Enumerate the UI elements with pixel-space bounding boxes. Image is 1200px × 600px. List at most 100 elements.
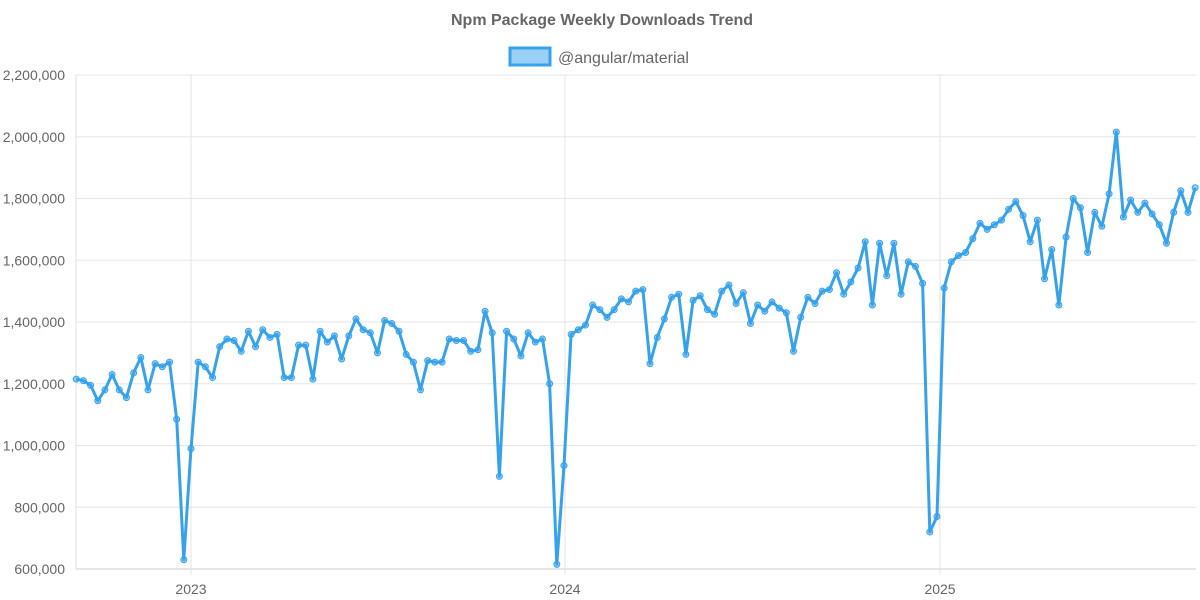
data-point[interactable] [768, 298, 776, 306]
data-point[interactable] [402, 350, 410, 358]
data-point[interactable] [1177, 187, 1185, 195]
data-point[interactable] [811, 299, 819, 307]
data-point[interactable] [223, 335, 231, 343]
data-point[interactable] [244, 327, 252, 335]
data-point[interactable] [1041, 275, 1049, 283]
data-point[interactable] [1091, 208, 1099, 216]
data-point[interactable] [646, 360, 654, 368]
data-point[interactable] [868, 301, 876, 309]
data-point[interactable] [395, 327, 403, 335]
data-point[interactable] [833, 269, 841, 277]
data-point[interactable] [933, 513, 941, 521]
data-point[interactable] [122, 394, 130, 402]
data-point[interactable] [883, 272, 891, 280]
data-point[interactable] [366, 329, 374, 337]
data-point[interactable] [990, 221, 998, 229]
data-point[interactable] [266, 333, 274, 341]
legend[interactable]: @angular/material [508, 46, 689, 67]
data-point[interactable] [87, 381, 95, 389]
data-point[interactable] [409, 358, 417, 366]
data-point[interactable] [754, 301, 762, 309]
data-point[interactable] [173, 415, 181, 423]
data-point[interactable] [151, 360, 159, 368]
data-point[interactable] [897, 290, 905, 298]
data-point[interactable] [1076, 204, 1084, 212]
data-point[interactable] [1069, 195, 1077, 202]
data-point[interactable] [567, 330, 575, 338]
data-point[interactable] [201, 363, 209, 371]
data-point[interactable] [280, 374, 288, 382]
data-point[interactable] [689, 296, 697, 304]
data-point[interactable] [108, 370, 116, 378]
data-point[interactable] [596, 306, 604, 314]
data-point[interactable] [876, 239, 884, 247]
data-point[interactable] [546, 380, 554, 388]
data-point[interactable] [452, 337, 460, 345]
data-point[interactable] [345, 332, 353, 340]
data-point[interactable] [983, 225, 991, 233]
data-point[interactable] [703, 306, 711, 314]
data-point[interactable] [890, 239, 898, 247]
data-point[interactable] [847, 278, 855, 286]
data-point[interactable] [861, 238, 869, 246]
data-point[interactable] [675, 290, 683, 298]
data-point[interactable] [338, 355, 346, 363]
data-point[interactable] [1026, 238, 1034, 246]
data-point[interactable] [1033, 216, 1041, 224]
data-point[interactable] [510, 335, 518, 343]
data-point[interactable] [165, 358, 173, 366]
data-point[interactable] [739, 289, 747, 297]
data-point[interactable] [524, 329, 532, 337]
data-point[interactable] [381, 316, 389, 324]
data-point[interactable] [230, 337, 238, 345]
data-point[interactable] [1048, 245, 1056, 253]
data-point[interactable] [940, 284, 948, 292]
data-point[interactable] [617, 295, 625, 303]
data-point[interactable] [495, 472, 503, 480]
data-point[interactable] [467, 347, 475, 355]
data-point[interactable] [503, 327, 511, 335]
data-point[interactable] [732, 299, 740, 307]
data-point[interactable] [653, 333, 661, 341]
data-point[interactable] [481, 307, 489, 315]
data-point[interactable] [130, 369, 138, 377]
data-point[interactable] [388, 320, 396, 328]
data-point[interactable] [954, 252, 962, 260]
data-point[interactable] [1170, 208, 1178, 216]
data-point[interactable] [488, 329, 496, 337]
data-point[interactable] [252, 343, 260, 351]
data-point[interactable] [782, 309, 790, 317]
data-point[interactable] [259, 326, 267, 334]
data-point[interactable] [531, 338, 539, 346]
data-point[interactable] [330, 332, 338, 340]
data-point[interactable] [115, 386, 123, 394]
data-point[interactable] [1112, 128, 1120, 136]
data-point[interactable] [538, 335, 546, 343]
data-point[interactable] [323, 338, 331, 346]
data-point[interactable] [445, 335, 453, 343]
data-point[interactable] [1019, 211, 1027, 219]
data-point[interactable] [216, 343, 224, 351]
data-point[interactable] [1141, 199, 1149, 207]
data-point[interactable] [237, 347, 245, 355]
data-point[interactable] [998, 216, 1006, 224]
data-point[interactable] [610, 306, 618, 314]
data-point[interactable] [926, 528, 934, 536]
data-point[interactable] [158, 363, 166, 371]
data-point[interactable] [976, 219, 984, 227]
data-point[interactable] [1155, 221, 1163, 229]
data-point[interactable] [904, 258, 912, 266]
data-point[interactable] [775, 304, 783, 312]
data-point[interactable] [660, 315, 668, 323]
data-point[interactable] [373, 349, 381, 357]
data-point[interactable] [460, 337, 468, 345]
data-point[interactable] [187, 445, 195, 453]
data-point[interactable] [553, 560, 561, 568]
data-point[interactable] [804, 293, 812, 301]
data-point[interactable] [603, 313, 611, 321]
data-point[interactable] [101, 386, 109, 394]
data-point[interactable] [696, 292, 704, 300]
data-point[interactable] [94, 397, 102, 405]
data-point[interactable] [625, 298, 633, 306]
data-point[interactable] [1127, 196, 1135, 204]
